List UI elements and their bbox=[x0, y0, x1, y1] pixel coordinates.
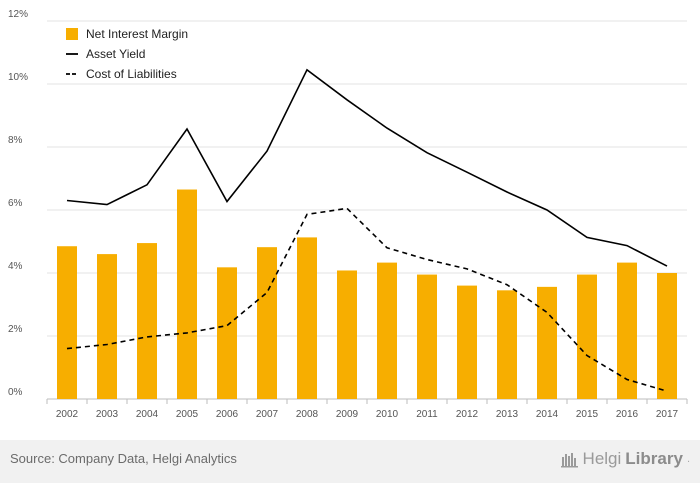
brand-light: Helgi bbox=[582, 449, 622, 468]
x-tick-label: 2014 bbox=[536, 409, 559, 420]
asset-yield-line bbox=[66, 68, 668, 267]
x-tick-label: 2002 bbox=[56, 409, 79, 420]
x-tick-label: 2013 bbox=[496, 409, 519, 420]
bar bbox=[97, 254, 117, 399]
legend-label: Cost of Liabilities bbox=[86, 67, 177, 81]
legend: Net Interest Margin Asset Yield Cost of Li… bbox=[66, 27, 188, 81]
brand-bold: Library bbox=[625, 449, 683, 468]
footer: Source: Company Data, Helgi Analytics He… bbox=[0, 440, 700, 483]
x-axis: 2002 2003 2004 2005 2006 2007 2008 2009 2010 2011… bbox=[46, 399, 688, 420]
source-note: Source: Company Data, Helgi Analytics bbox=[10, 451, 237, 466]
y-tick-label: 0% bbox=[8, 387, 23, 398]
line-series bbox=[66, 68, 668, 392]
y-tick-label: 2% bbox=[8, 324, 23, 335]
x-tick-label: 2009 bbox=[336, 409, 359, 420]
brand-suffix: . bbox=[686, 453, 690, 465]
bar bbox=[417, 274, 437, 399]
y-tick-label: 8% bbox=[8, 135, 23, 146]
y-tick-label: 4% bbox=[8, 261, 23, 272]
legend-swatch bbox=[66, 28, 78, 40]
bar-series bbox=[57, 189, 677, 399]
bar bbox=[257, 247, 277, 399]
bar bbox=[137, 243, 157, 399]
x-tick-label: 2017 bbox=[656, 409, 679, 420]
x-tick-label: 2008 bbox=[296, 409, 319, 420]
bar bbox=[537, 286, 557, 399]
x-tick-label: 2005 bbox=[176, 409, 199, 420]
bar bbox=[657, 273, 677, 399]
bar bbox=[497, 290, 517, 399]
y-tick-label: 12% bbox=[8, 9, 28, 20]
y-axis: 0% 2% 4% 6% 8% 10% 12% bbox=[8, 9, 28, 398]
brand-logo: Helgi Library. bbox=[560, 449, 690, 469]
x-tick-label: 2015 bbox=[576, 409, 599, 420]
bar bbox=[457, 285, 477, 399]
bar bbox=[217, 267, 237, 399]
legend-label: Net Interest Margin bbox=[86, 27, 188, 41]
x-tick-label: 2010 bbox=[376, 409, 399, 420]
bar bbox=[297, 237, 317, 399]
legend-label: Asset Yield bbox=[86, 47, 145, 61]
library-icon bbox=[560, 453, 578, 468]
x-tick-label: 2016 bbox=[616, 409, 639, 420]
bar bbox=[577, 274, 597, 399]
x-tick-label: 2003 bbox=[96, 409, 119, 420]
x-tick-label: 2004 bbox=[136, 409, 159, 420]
y-tick-label: 10% bbox=[8, 72, 28, 83]
x-tick-label: 2007 bbox=[256, 409, 279, 420]
chart: 0%2%4%6%8%10%12% 2002 2003 2004 2005 2006 200… bbox=[8, 9, 688, 420]
bar bbox=[337, 270, 357, 399]
bar bbox=[57, 246, 77, 399]
x-tick-label: 2012 bbox=[456, 409, 479, 420]
x-tick-label: 2006 bbox=[216, 409, 239, 420]
cost-of-liabilities-line bbox=[66, 207, 668, 392]
bar bbox=[617, 262, 637, 399]
bar bbox=[177, 189, 197, 399]
x-tick-label: 2011 bbox=[416, 409, 438, 420]
y-tick-label: 6% bbox=[8, 198, 23, 209]
bar bbox=[377, 262, 397, 399]
